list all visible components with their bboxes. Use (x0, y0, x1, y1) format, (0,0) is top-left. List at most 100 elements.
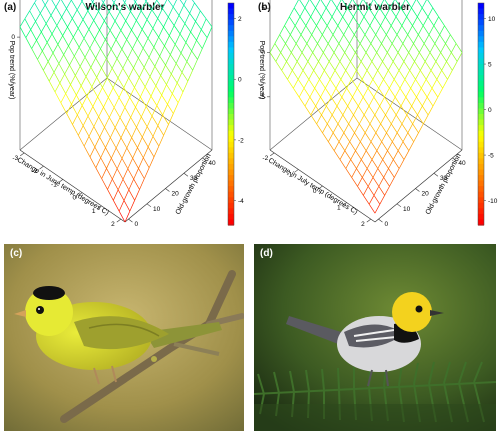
surface-gridline (417, 16, 424, 26)
surface-gridline (121, 147, 128, 159)
surface-gridline (361, 150, 367, 160)
surface-gridline (179, 33, 187, 43)
surface-gridline (173, 102, 179, 114)
surface-gridline (373, 195, 381, 205)
surface-gridline (344, 141, 350, 151)
surface-gridline (116, 48, 123, 59)
surface-gridline (336, 105, 344, 116)
surface-gridline (397, 43, 404, 53)
surface-gridline (424, 61, 432, 71)
colorbar-segment (228, 64, 234, 71)
x-tick (58, 179, 64, 183)
surface-gridline (353, 114, 360, 125)
surface-gridline (163, 124, 169, 136)
colorbar-segment (478, 19, 484, 26)
surface-gridline (392, 52, 399, 62)
surface-gridline (345, 61, 351, 71)
surface-gridline (440, 52, 447, 62)
surface-gridline (351, 168, 357, 178)
surface-gridline (315, 96, 321, 107)
surface-gridline (329, 79, 337, 89)
surface-gridline (156, 0, 163, 9)
surface-gridline (313, 61, 319, 71)
surface-gridline (287, 70, 293, 80)
surface-gridline (437, 88, 443, 98)
surface-gridline (171, 73, 178, 84)
surface-gridline (405, 88, 411, 98)
surface-gridline (306, 43, 313, 53)
colorbar-segment (228, 25, 234, 32)
colorbar-segment (228, 219, 234, 226)
surface-gridline (392, 132, 398, 142)
surface-gridline (130, 1, 136, 12)
surface-gridline (347, 96, 353, 107)
surface-gridline (116, 58, 124, 69)
surface-gridline (331, 114, 339, 125)
surface-gridline (324, 61, 330, 71)
surface-gridline (98, 116, 105, 128)
surface-gridline (444, 25, 451, 35)
surface-gridline (360, 52, 367, 62)
surface-gridline (148, 57, 156, 67)
surface-gridline (368, 204, 376, 214)
colorbar-segment (478, 158, 484, 165)
surface-gridline (339, 150, 346, 160)
surface-gridline (406, 105, 412, 116)
surface-gridline (46, 42, 54, 54)
surface-gridline (357, 79, 363, 89)
surface-gridline (70, 84, 77, 96)
surface-gridline (73, 36, 80, 48)
x-tick-label: 0 (73, 195, 77, 202)
surface-gridline (50, 15, 58, 26)
surface-gridline (315, 105, 322, 116)
surface-gridline (134, 189, 140, 201)
surface-gridline (187, 70, 193, 82)
colorbar-segment (228, 91, 234, 98)
surface-gridline (152, 28, 159, 38)
surface-gridline (311, 34, 318, 44)
surface-gridline (99, 20, 105, 31)
surface-gridline (57, 44, 64, 55)
surface-gridline (190, 21, 196, 33)
surface-gridline (111, 158, 118, 169)
surface-gridline (96, 67, 102, 78)
surface-gridline (368, 195, 375, 205)
surface-gridline (279, 34, 286, 44)
surface-gridline (311, 25, 317, 35)
surface-gridline (40, 13, 47, 24)
surface-gridline (332, 25, 339, 35)
y-tick-label: 20 (171, 191, 179, 198)
surface-gridline (111, 0, 115, 3)
surface-gridline (136, 127, 143, 138)
surface-gridline (331, 7, 338, 17)
surface-gridline (382, 61, 389, 71)
surface-gridline (332, 132, 340, 142)
surface-gridline (317, 34, 323, 44)
surface-gridline (125, 127, 132, 138)
y-tick-label: 10 (153, 206, 161, 213)
surface-gridline (82, 10, 89, 20)
surface-gridline (371, 52, 377, 62)
surface-gridline (355, 150, 362, 160)
surface-gridline (343, 34, 350, 44)
surface-gridline (78, 125, 84, 136)
colorbar-tick-label: 0 (238, 77, 242, 84)
surface-gridline (429, 52, 437, 62)
surface-gridline (119, 117, 127, 128)
colorbar-segment (228, 180, 234, 187)
surface-gridline (385, 105, 391, 116)
surface-gridline (304, 105, 312, 116)
x-tick (20, 152, 25, 157)
surface-gridline (60, 93, 66, 103)
surface-gridline (47, 52, 54, 62)
surface-gridline (275, 61, 282, 71)
surface-gridline (299, 7, 306, 17)
surface-gridline (67, 18, 73, 28)
surface-gridline (421, 0, 427, 9)
surface-gridline (99, 136, 106, 148)
surface-gridline (370, 132, 377, 142)
x-axis-line (19, 149, 126, 223)
surface-gridline (113, 0, 116, 3)
surface-gridline (119, 2, 125, 12)
surface-gridline (71, 94, 77, 105)
